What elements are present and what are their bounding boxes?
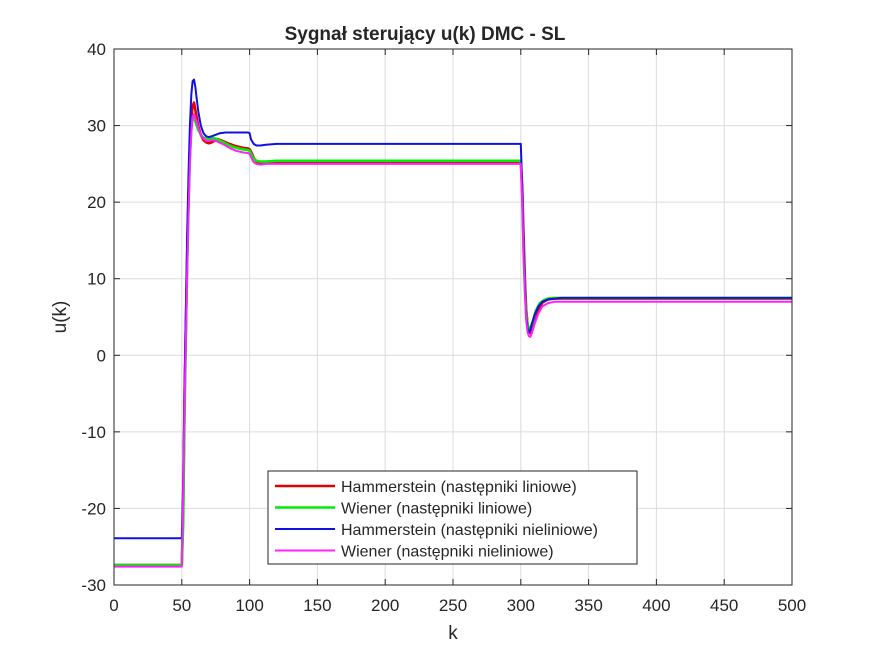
- legend-label-2: Wiener (następniki liniowe): [341, 501, 532, 518]
- legend-label-4: Wiener (następniki nieliniowe): [341, 544, 554, 561]
- y-tick-label: 0: [97, 346, 106, 365]
- y-tick-label: 20: [87, 193, 106, 212]
- legend-label-3: Hammerstein (następniki nieliniowe): [341, 522, 598, 539]
- y-tick-label: -10: [81, 423, 106, 442]
- x-tick-label: 200: [371, 596, 399, 615]
- x-tick-label: 450: [710, 596, 738, 615]
- x-tick-label: 400: [642, 596, 670, 615]
- x-tick-label: 250: [439, 596, 467, 615]
- series-group: [114, 78, 792, 568]
- x-axis-label: k: [448, 623, 458, 644]
- x-tick-label: 300: [507, 596, 535, 615]
- y-axis-label: u(k): [50, 301, 71, 334]
- legend: Hammerstein (następniki liniowe) Wiener (…: [267, 470, 638, 565]
- legend-label-1: Hammerstein (następniki liniowe): [341, 479, 577, 496]
- grid: [114, 49, 792, 585]
- y-tick-label: 30: [87, 117, 106, 136]
- series-line-3: [114, 78, 792, 540]
- tick-labels: 0 50 100 150 200 250 300 350 400 450 500 -30 -20 -10 0…: [81, 40, 806, 615]
- series-line-4: [114, 113, 792, 568]
- x-tick-label: 150: [303, 596, 331, 615]
- y-tick-label: 10: [87, 270, 106, 289]
- x-tick-label: 100: [235, 596, 263, 615]
- x-tick-label: 500: [778, 596, 806, 615]
- x-tick-label: 50: [172, 596, 191, 615]
- x-tick-label: 350: [574, 596, 602, 615]
- x-tick-label: 0: [109, 596, 118, 615]
- chart-title: Sygnał sterujący u(k) DMC - SL: [285, 24, 566, 45]
- y-tick-label: -20: [81, 499, 106, 518]
- y-tick-label: -30: [81, 576, 106, 595]
- y-tick-label: 40: [87, 40, 106, 59]
